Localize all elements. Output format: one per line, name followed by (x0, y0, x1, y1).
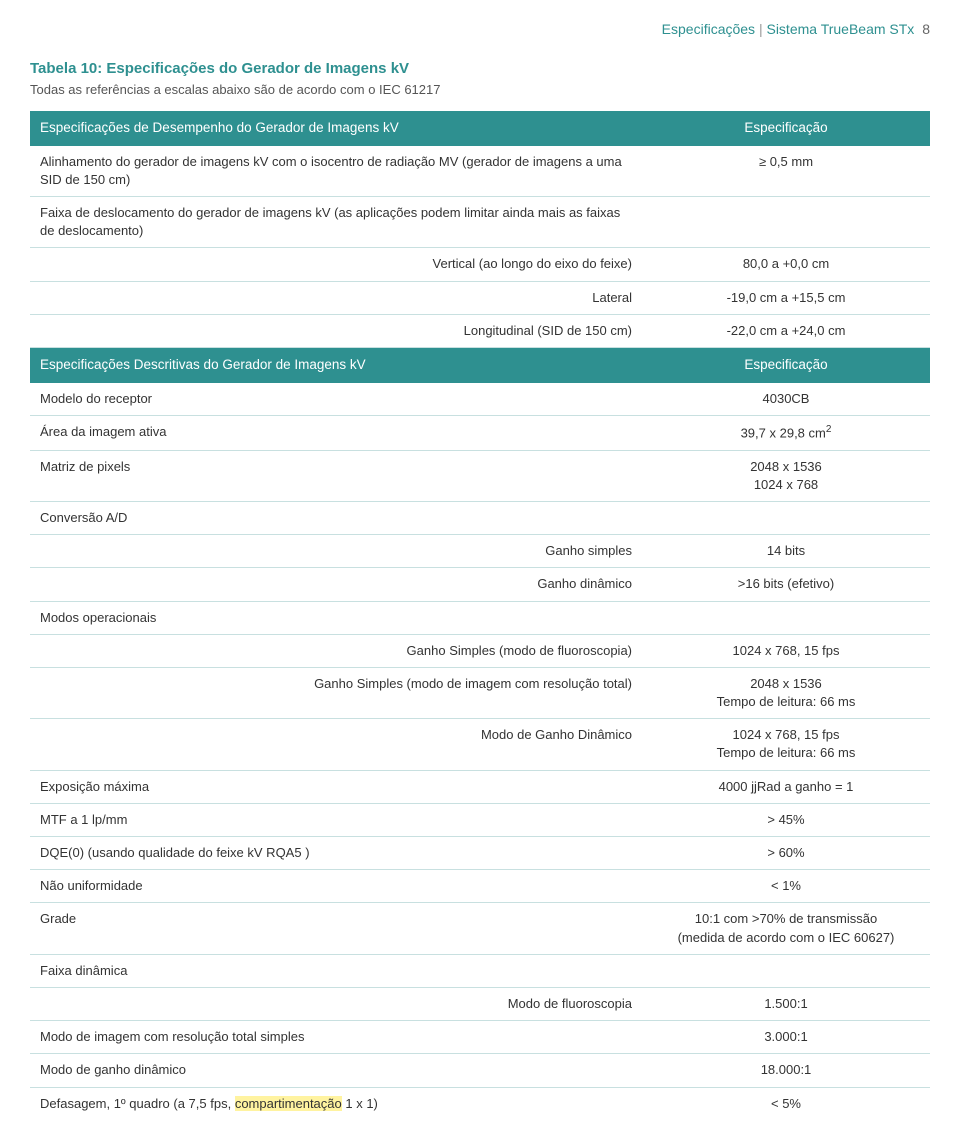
cell-left: Conversão A/D (30, 501, 642, 534)
section1-header-right: Especificação (642, 111, 930, 146)
section2-header-left: Especificações Descritivas do Gerador de… (30, 347, 642, 382)
page-header: Especificações | Sistema TrueBeam STx 8 (30, 20, 930, 40)
table-row: Faixa dinâmica (30, 954, 930, 987)
cell-right (642, 501, 930, 534)
cell-left: MTF a 1 lp/mm (30, 803, 642, 836)
last-row-left: Defasagem, 1º quadro (a 7,5 fps, compart… (30, 1087, 642, 1120)
table-row: Exposição máxima4000 jjRad a ganho = 1 (30, 770, 930, 803)
table-row: DQE(0) (usando qualidade do feixe kV RQA… (30, 837, 930, 870)
table-row: Não uniformidade< 1% (30, 870, 930, 903)
cell-left: Ganho simples (30, 535, 642, 568)
header-right: Sistema TrueBeam STx (766, 21, 914, 37)
page-number: 8 (922, 21, 930, 37)
table-row: Lateral-19,0 cm a +15,5 cm (30, 281, 930, 314)
table-row: Modo de ganho dinâmico18.000:1 (30, 1054, 930, 1087)
section2-header: Especificações Descritivas do Gerador de… (30, 347, 930, 382)
table-row: Modos operacionais (30, 601, 930, 634)
cell-right: -19,0 cm a +15,5 cm (642, 281, 930, 314)
last-row-suffix: 1 x 1) (342, 1096, 378, 1111)
cell-left: Modos operacionais (30, 601, 642, 634)
cell-right: 14 bits (642, 535, 930, 568)
cell-right: 2048 x 1536 1024 x 768 (642, 450, 930, 501)
cell-right (642, 601, 930, 634)
table-row: Conversão A/D (30, 501, 930, 534)
table-row: Longitudinal (SID de 150 cm)-22,0 cm a +… (30, 314, 930, 347)
cell-right: 4030CB (642, 383, 930, 416)
cell-left: Alinhamento do gerador de imagens kV com… (30, 146, 642, 197)
table-row: Ganho Simples (modo de imagem com resolu… (30, 667, 930, 718)
last-row-right: < 5% (642, 1087, 930, 1120)
cell-left: Ganho Simples (modo de imagem com resolu… (30, 667, 642, 718)
table-row: Ganho simples14 bits (30, 535, 930, 568)
cell-right: 1024 x 768, 15 fps (642, 634, 930, 667)
table-row: Modelo do receptor4030CB (30, 383, 930, 416)
cell-left: Longitudinal (SID de 150 cm) (30, 314, 642, 347)
table-row: Modo de fluoroscopia1.500:1 (30, 987, 930, 1020)
table-title: Tabela 10: Especificações do Gerador de … (30, 58, 930, 79)
cell-left: Grade (30, 903, 642, 954)
cell-left: Ganho dinâmico (30, 568, 642, 601)
cell-right: > 45% (642, 803, 930, 836)
cell-right: 10:1 com >70% de transmissão (medida de … (642, 903, 930, 954)
section1-header-left: Especificações de Desempenho do Gerador … (30, 111, 642, 146)
cell-left: Não uniformidade (30, 870, 642, 903)
cell-right: 2048 x 1536 Tempo de leitura: 66 ms (642, 667, 930, 718)
cell-right: 4000 jjRad a ganho = 1 (642, 770, 930, 803)
last-row-highlight: compartimentação (235, 1096, 342, 1111)
table-row: Ganho dinâmico>16 bits (efetivo) (30, 568, 930, 601)
table-row: Faixa de deslocamento do gerador de imag… (30, 197, 930, 248)
cell-right (642, 197, 930, 248)
cell-left: Modo de Ganho Dinâmico (30, 719, 642, 770)
cell-right: 39,7 x 29,8 cm2 (642, 416, 930, 451)
table-row: MTF a 1 lp/mm> 45% (30, 803, 930, 836)
cell-left: DQE(0) (usando qualidade do feixe kV RQA… (30, 837, 642, 870)
table-row: Vertical (ao longo do eixo do feixe)80,0… (30, 248, 930, 281)
section2-header-right: Especificação (642, 347, 930, 382)
cell-left: Modo de ganho dinâmico (30, 1054, 642, 1087)
table-row: Grade10:1 com >70% de transmissão (medid… (30, 903, 930, 954)
table-row: Área da imagem ativa39,7 x 29,8 cm2 (30, 416, 930, 451)
cell-right: >16 bits (efetivo) (642, 568, 930, 601)
cell-right (642, 954, 930, 987)
table-row: Alinhamento do gerador de imagens kV com… (30, 146, 930, 197)
last-row: Defasagem, 1º quadro (a 7,5 fps, compart… (30, 1087, 930, 1120)
cell-right: 1.500:1 (642, 987, 930, 1020)
last-row-prefix: Defasagem, 1º quadro (a 7,5 fps, (40, 1096, 235, 1111)
cell-left: Faixa dinâmica (30, 954, 642, 987)
table-row: Matriz de pixels2048 x 1536 1024 x 768 (30, 450, 930, 501)
cell-right: 80,0 a +0,0 cm (642, 248, 930, 281)
cell-right: 3.000:1 (642, 1021, 930, 1054)
cell-left: Modelo do receptor (30, 383, 642, 416)
cell-right: -22,0 cm a +24,0 cm (642, 314, 930, 347)
cell-right: ≥ 0,5 mm (642, 146, 930, 197)
cell-left: Matriz de pixels (30, 450, 642, 501)
section1-header: Especificações de Desempenho do Gerador … (30, 111, 930, 146)
cell-right: < 1% (642, 870, 930, 903)
cell-left: Modo de imagem com resolução total simpl… (30, 1021, 642, 1054)
table-row: Ganho Simples (modo de fluoroscopia)1024… (30, 634, 930, 667)
table-row: Modo de Ganho Dinâmico1024 x 768, 15 fps… (30, 719, 930, 770)
cell-left: Vertical (ao longo do eixo do feixe) (30, 248, 642, 281)
header-left: Especificações (662, 21, 755, 37)
table-subtitle: Todas as referências a escalas abaixo sã… (30, 81, 930, 99)
cell-left: Área da imagem ativa (30, 416, 642, 451)
cell-left: Faixa de deslocamento do gerador de imag… (30, 197, 642, 248)
cell-right: 1024 x 768, 15 fps Tempo de leitura: 66 … (642, 719, 930, 770)
cell-left: Modo de fluoroscopia (30, 987, 642, 1020)
spec-table: Especificações de Desempenho do Gerador … (30, 111, 930, 1120)
cell-left: Ganho Simples (modo de fluoroscopia) (30, 634, 642, 667)
cell-left: Lateral (30, 281, 642, 314)
table-row: Modo de imagem com resolução total simpl… (30, 1021, 930, 1054)
cell-right: > 60% (642, 837, 930, 870)
cell-right: 18.000:1 (642, 1054, 930, 1087)
cell-left: Exposição máxima (30, 770, 642, 803)
